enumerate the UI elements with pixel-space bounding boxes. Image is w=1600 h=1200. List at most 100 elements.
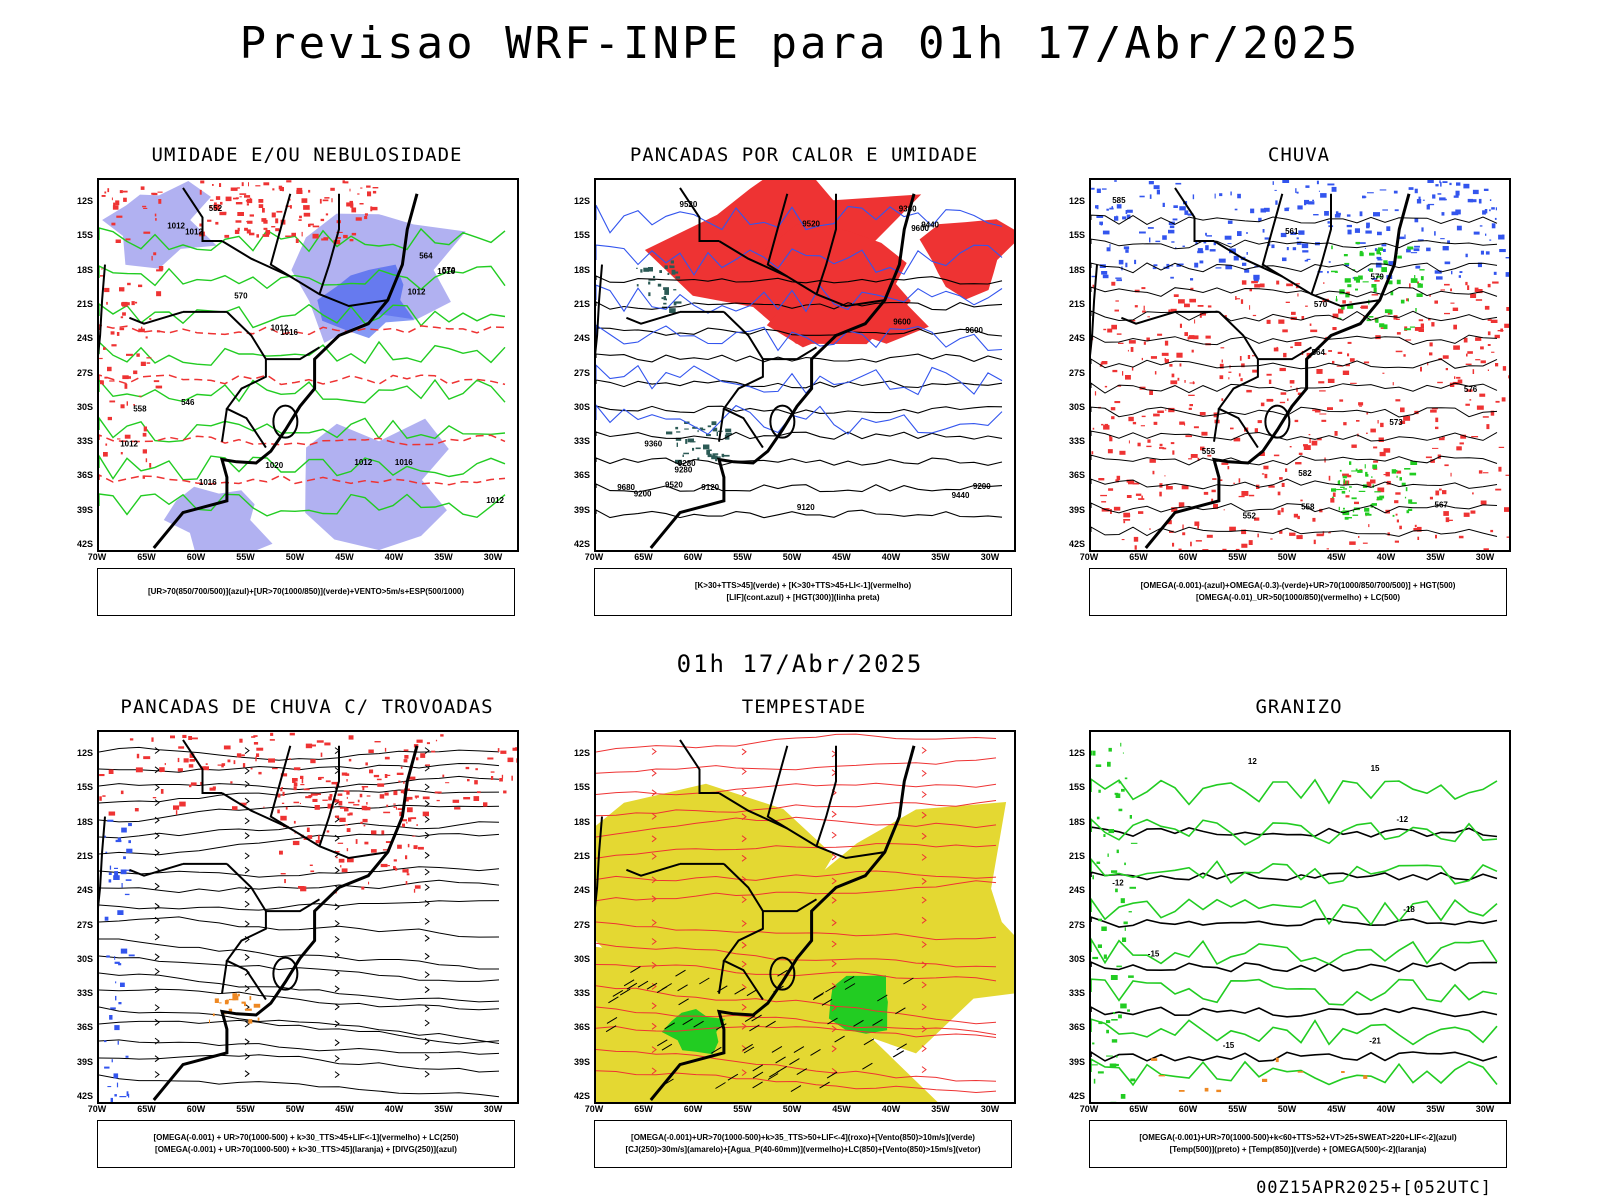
lon-tick-label: 65W — [1129, 552, 1148, 562]
red-rain-speckles-dot — [1254, 428, 1258, 433]
blue-omega-speckles-dot — [1327, 221, 1330, 224]
wind-vector — [777, 969, 788, 977]
streamline-arrow — [154, 816, 160, 824]
lon-tick-label: 40W — [1376, 552, 1396, 562]
red-rain-speckles-dot — [1380, 422, 1384, 428]
red-storm-speckles-dot — [270, 732, 274, 736]
red-rain-speckles-dot — [1246, 389, 1252, 393]
red-rain-speckles-dot — [1363, 361, 1370, 364]
contour-label: -21 — [1369, 1036, 1381, 1045]
streamline — [596, 1070, 997, 1094]
red-rain-speckles-dot — [1279, 477, 1283, 480]
red-storm-speckles-dot — [396, 772, 404, 775]
red-speckles-dot — [143, 231, 151, 234]
blue-omega-speckles-dot — [1264, 237, 1269, 240]
red-storm-speckles-dot — [497, 748, 500, 752]
orange-speckles-dot — [248, 1019, 253, 1024]
red-storm-speckles-dot — [241, 754, 245, 757]
red-rain-speckles-dot — [1472, 492, 1474, 495]
red-speckles-dot — [126, 376, 131, 379]
red-rain-speckles-dot — [1184, 380, 1186, 383]
red-storm-speckles-dot — [135, 767, 143, 773]
teal-speckles-dot — [648, 267, 653, 272]
border-line — [1257, 346, 1313, 361]
red-storm-speckles-dot — [405, 855, 408, 860]
blue-omega-speckles-dot — [1213, 241, 1216, 246]
lat-tick-label: 12S — [573, 748, 590, 758]
blue-omega-speckles-dot — [1312, 199, 1314, 201]
blue-omega-speckles-dot — [1456, 182, 1461, 186]
teal-speckles-dot — [697, 430, 699, 433]
wind-vector — [810, 1048, 821, 1056]
red-speckles-dot — [249, 214, 254, 217]
red-rain-speckles-dot — [1277, 510, 1281, 515]
blue-omega-speckles-dot — [1375, 262, 1382, 268]
red-rain-speckles-dot — [1383, 448, 1391, 453]
blue-divergence-speckles-dot — [109, 865, 112, 870]
green-omega-speckles-dot — [1376, 275, 1383, 278]
red-storm-speckles-dot — [293, 820, 296, 824]
red-rain-speckles-dot — [1178, 548, 1182, 550]
green-speckles-dot — [1128, 911, 1132, 913]
red-rain-speckles-dot — [1138, 498, 1145, 500]
wind-vector — [752, 1071, 764, 1079]
red-rain-speckles-dot — [1435, 534, 1437, 539]
red-rain-speckles-dot — [1197, 457, 1200, 461]
teal-speckles-dot — [675, 276, 681, 279]
lon-tick-label: 60W — [186, 552, 206, 562]
red-rain-speckles-dot — [1495, 488, 1502, 491]
red-rain-speckles-dot — [1199, 412, 1206, 416]
red-rain-speckles-dot — [1248, 540, 1253, 545]
wind-streamlines — [99, 746, 500, 1098]
border-line — [626, 310, 681, 325]
green-omega-speckles-dot — [1404, 496, 1407, 499]
green-omega-speckles-dot — [1351, 497, 1357, 500]
red-speckles-dot — [109, 400, 116, 403]
red-rain-speckles-dot — [1362, 542, 1368, 544]
red-speckles-dot — [319, 198, 322, 204]
red-storm-speckles-dot — [143, 756, 151, 760]
wind-vector — [790, 1085, 802, 1093]
red-rain-speckles-dot — [1238, 478, 1241, 483]
teal-speckles-dot — [673, 301, 677, 306]
red-rain-speckles-dot — [1403, 354, 1406, 357]
lat-tick-label: 15S — [76, 782, 93, 793]
red-storm-speckles-dot — [331, 781, 338, 785]
red-rain-speckles-dot — [1392, 382, 1394, 386]
red-rain-speckles-dot — [1282, 329, 1288, 333]
blue-omega-speckles-dot — [1262, 229, 1265, 233]
blue-omega-speckles-dot — [1489, 239, 1492, 241]
red-speckles-dot — [355, 217, 362, 221]
red-storm-speckles-dot — [316, 740, 324, 743]
blue-omega-speckles-dot — [1422, 199, 1425, 201]
red-rain-speckles-dot — [1383, 474, 1386, 476]
streamline-arrow — [921, 747, 927, 754]
orange-speckles-dot — [214, 998, 219, 1003]
red-speckles-dot — [154, 213, 157, 217]
wind-vector — [605, 1025, 617, 1033]
red-storm-speckles-dot — [318, 777, 322, 780]
red-storm-speckles-dot — [232, 806, 238, 810]
red-rain-speckles-dot — [1130, 347, 1134, 352]
red-rain-speckles-dot — [1414, 524, 1417, 528]
red-storm-speckles-dot — [431, 750, 436, 753]
red-speckles-dot — [100, 380, 103, 385]
wind-vector — [742, 1043, 753, 1051]
red-rain-speckles-dot — [1177, 377, 1180, 381]
blue-omega-speckles-dot — [1436, 276, 1443, 280]
red-storm-speckles-dot — [343, 790, 350, 792]
wind-vector — [863, 1038, 875, 1046]
blue-omega-speckles-dot — [1414, 188, 1418, 194]
blue-divergence-speckles-dot — [117, 837, 121, 841]
red-rain-speckles-dot — [1103, 328, 1107, 331]
border-line — [679, 739, 719, 794]
lon-tick-label: 40W — [384, 1104, 404, 1114]
green-omega-speckles-dot — [1353, 276, 1359, 281]
red-speckles-dot — [119, 327, 125, 331]
red-speckles-dot — [261, 218, 267, 222]
red-rain-speckles-dot — [1458, 535, 1464, 539]
lon-tick-label: 50W — [285, 1104, 305, 1114]
blue-omega-speckles-dot — [1227, 220, 1233, 224]
red-storm-speckles-dot — [406, 821, 408, 824]
red-rain-speckles-dot — [1396, 332, 1401, 335]
